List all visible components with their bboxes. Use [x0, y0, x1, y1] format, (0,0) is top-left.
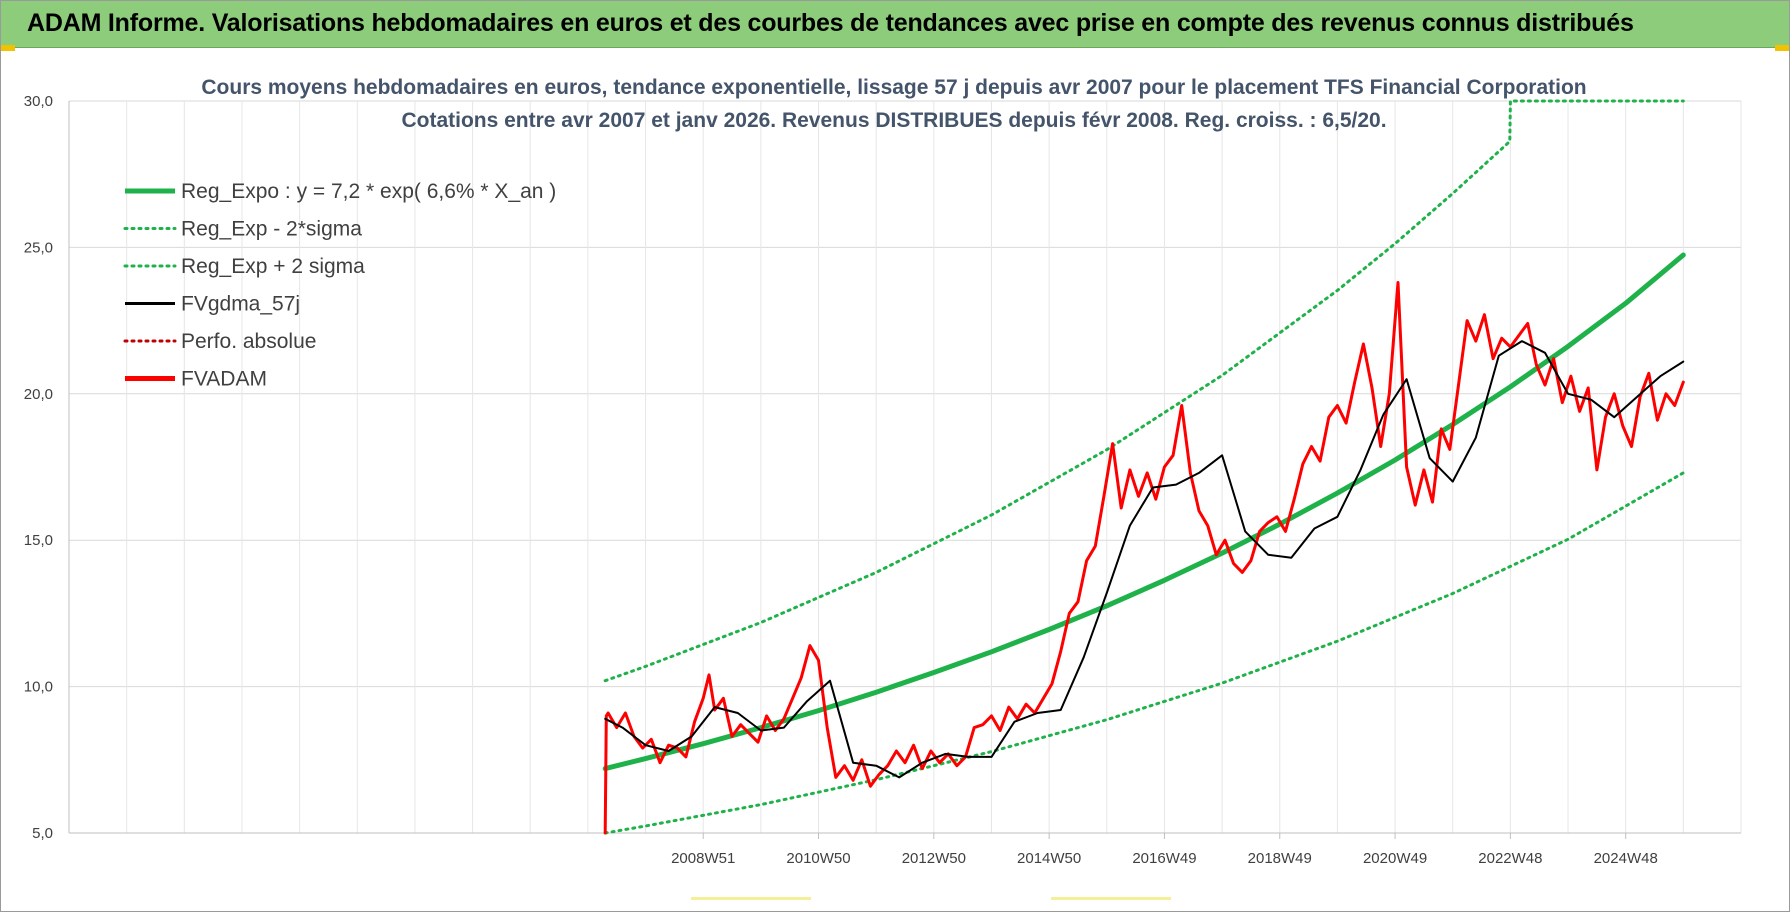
gridlines — [68, 100, 1742, 834]
x-tick-label: 2014W50 — [1017, 850, 1081, 867]
x-axis: 2008W51 2010W50 2012W50 2014W50 2016W49 2018W… — [69, 832, 1741, 867]
resize-handle-top-right[interactable] — [1775, 45, 1789, 51]
x-tick-label: 2010W50 — [786, 850, 850, 867]
x-tick-label: 2020W49 — [1363, 850, 1427, 867]
y-tick-label: 30,0 — [24, 93, 53, 110]
legend-label: Reg_Exp - 2*sigma — [181, 218, 362, 241]
series-line-1 — [603, 471, 1685, 835]
series-line-5 — [603, 281, 1685, 835]
chart-title: Cours moyens hebdomadaires en euros, ten… — [201, 76, 1586, 99]
plot-area — [602, 99, 1686, 835]
banner-title: ADAM Informe. Valorisations hebdomadaire… — [27, 9, 1634, 37]
legend-label: FVgdma_57j — [181, 293, 300, 316]
y-tick-label: 10,0 — [24, 679, 53, 696]
resize-handle-bottom-left[interactable] — [691, 897, 811, 900]
legend: Reg_Expo : y = 7,2 * exp( 6,6% * X_an ) R… — [123, 180, 556, 391]
chart-subtitle: Cotations entre avr 2007 et janv 2026. R… — [401, 109, 1386, 132]
legend-label: FVADAM — [181, 368, 267, 391]
y-tick-label: 15,0 — [24, 532, 53, 549]
series-line-3 — [604, 340, 1685, 779]
y-tick-label: 25,0 — [24, 239, 53, 256]
legend-label: Reg_Expo : y = 7,2 * exp( 6,6% * X_an ) — [181, 180, 556, 203]
legend-label: Perfo. absolue — [181, 330, 316, 353]
y-axis: 5,0 10,0 15,0 20,0 25,0 30,0 — [24, 93, 70, 842]
y-tick-label: 20,0 — [24, 386, 53, 403]
x-tick-label: 2022W48 — [1478, 850, 1542, 867]
x-tick-label: 2016W49 — [1132, 850, 1196, 867]
legend-label: Reg_Exp + 2 sigma — [181, 255, 365, 278]
x-tick-label: 2024W48 — [1594, 850, 1658, 867]
resize-handle-bottom-right[interactable] — [1051, 897, 1171, 900]
y-tick-label: 5,0 — [32, 825, 53, 842]
series-line-2 — [603, 99, 1685, 683]
x-tick-label: 2008W51 — [671, 850, 735, 867]
resize-handle-top-left[interactable] — [1, 45, 15, 51]
x-tick-label: 2012W50 — [902, 850, 966, 867]
report-banner: ADAM Informe. Valorisations hebdomadaire… — [1, 1, 1789, 48]
x-tick-label: 2018W49 — [1248, 850, 1312, 867]
